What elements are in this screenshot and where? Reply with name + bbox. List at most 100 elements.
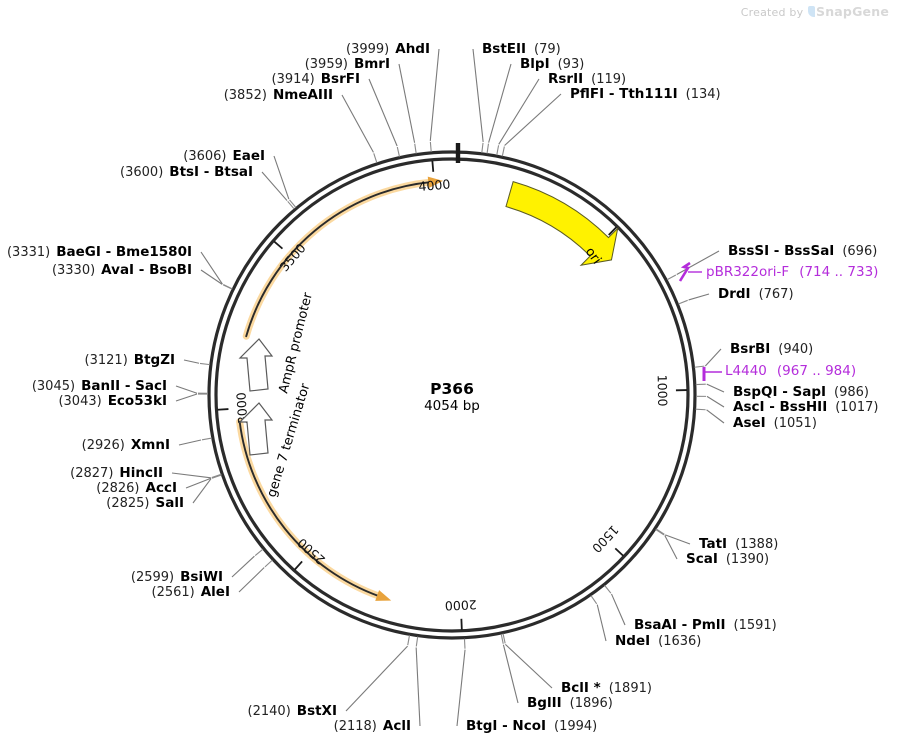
enzyme-label[interactable]: (3914) BsrFI — [272, 71, 360, 87]
enzyme-label[interactable]: (2826) AccI — [96, 480, 177, 496]
cut-site-tick — [502, 633, 506, 644]
svg-text:(3852)NmeAIII: (3852) NmeAIII — [224, 87, 333, 103]
svg-text:ScaI(1390): ScaI (1390) — [686, 551, 769, 567]
enzyme-label[interactable]: BssSI - BssSaI (696) — [728, 243, 877, 259]
ruler-tick — [294, 560, 303, 571]
feature-label-gene7-terminator: gene 7 terminator — [264, 381, 313, 499]
enzyme-name: BstEII — [482, 41, 526, 57]
enzyme-label[interactable]: (3959) BmrI — [305, 56, 390, 72]
svg-text:AseI(1051): AseI (1051) — [733, 415, 817, 431]
enzyme-label[interactable]: (3121) BtgZI — [85, 352, 175, 368]
leader-line — [706, 395, 725, 408]
enzyme-label[interactable]: (3330) AvaI - BsoBI — [52, 262, 192, 278]
feature-gene7-terminator[interactable]: gene 7 terminator — [238, 381, 314, 499]
leader-line — [504, 643, 553, 689]
enzyme-label[interactable]: BspQI - SapI (986) — [733, 384, 869, 400]
snapgene-logo-icon — [808, 6, 815, 17]
enzyme-label[interactable]: (2140) BstXI — [248, 703, 337, 719]
enzyme-label[interactable]: AseI (1051) — [733, 415, 817, 431]
enzyme-name: BsrBI — [730, 341, 770, 357]
leader-line — [238, 567, 265, 593]
enzyme-label[interactable]: BtgI - NcoI (1994) — [466, 718, 597, 734]
enzyme-label[interactable]: TatI (1388) — [699, 536, 778, 552]
enzyme-label[interactable]: AscI - BssHII (1017) — [733, 399, 878, 415]
enzyme-name: EaeI — [232, 148, 265, 164]
enzyme-label[interactable]: (2561) AleI — [152, 584, 231, 600]
svg-text:BglII(1896): BglII (1896) — [527, 695, 613, 711]
leader-line — [415, 647, 421, 727]
snapgene-watermark: Created by SnapGene — [741, 4, 889, 19]
ruler-tick-label: 1000 — [655, 375, 671, 407]
cut-site-tick — [222, 284, 233, 290]
enzyme-label[interactable]: (2599) BsiWI — [131, 569, 223, 585]
enzyme-label[interactable]: PflFI - Tth111I (134) — [570, 86, 721, 102]
leader-line — [665, 534, 691, 545]
enzyme-label[interactable]: (3852) NmeAIII — [224, 87, 333, 103]
svg-text:BsaAI - PmlI(1591): BsaAI - PmlI (1591) — [634, 617, 777, 633]
enzyme-name: AseI — [733, 415, 766, 431]
enzyme-name: BsaAI - PmlI — [634, 617, 726, 633]
svg-text:RsrII(119): RsrII (119) — [548, 71, 626, 87]
ruler-tick-label: 3500 — [277, 240, 309, 274]
enzyme-label[interactable]: (3043) Eco53kI — [58, 393, 167, 409]
leader-line — [175, 385, 198, 394]
primer-label[interactable]: pBR322ori-F (714 .. 733) — [706, 264, 878, 280]
svg-text:DrdI(767): DrdI (767) — [718, 286, 794, 302]
enzyme-label[interactable]: BglII (1896) — [527, 695, 613, 711]
primer-label[interactable]: L4440 (967 .. 984) — [725, 363, 856, 379]
enzyme-label[interactable]: (3999) AhdI — [346, 41, 430, 57]
enzyme-name: PflFI - Tth111I — [570, 86, 678, 102]
leader-line — [261, 171, 288, 201]
enzyme-label[interactable]: (3600) BtsI - BtsaI — [120, 164, 253, 180]
ruler-ticks-group — [217, 160, 687, 630]
enzyme-name: BtgI - NcoI — [466, 718, 546, 734]
enzyme-label[interactable]: (2118) AclI — [334, 718, 411, 734]
leader-line — [341, 94, 374, 153]
primer-marker-pbr322ori-f[interactable] — [678, 261, 702, 282]
feature-ori[interactable]: ori — [505, 180, 619, 268]
enzyme-label[interactable]: DrdI (767) — [718, 286, 794, 302]
cut-site-tick — [590, 595, 598, 605]
svg-text:(2561)AleI: (2561) AleI — [152, 584, 231, 600]
enzyme-label[interactable]: (2827) HincII — [70, 465, 163, 481]
leader-line — [502, 644, 519, 704]
cut-site-tick — [500, 633, 504, 644]
enzyme-label[interactable]: (2825) SalI — [106, 495, 184, 511]
enzyme-name: BtsI - BtsaI — [169, 164, 253, 180]
enzyme-position: (2561) — [152, 585, 195, 600]
enzyme-label[interactable]: BsaAI - PmlI (1591) — [634, 617, 777, 633]
leader-lines-group — [171, 48, 725, 727]
enzyme-name: Eco53kI — [108, 393, 167, 409]
svg-text:(3331)BaeGI - Bme1580I: (3331) BaeGI - Bme1580I — [7, 244, 192, 260]
svg-text:(3121)BtgZI: (3121) BtgZI — [85, 352, 175, 368]
enzyme-label[interactable]: (2926) XmnI — [82, 437, 170, 453]
enzyme-label[interactable]: BsrBI (940) — [730, 341, 813, 357]
orange-arc-line[interactable] — [245, 181, 432, 338]
enzyme-label[interactable]: (3045) BanII - SacI — [32, 378, 167, 394]
leader-line — [676, 250, 720, 276]
cut-site-tick — [481, 142, 484, 153]
orange-arc-line[interactable] — [238, 420, 381, 598]
primer-marker-l4440[interactable] — [702, 367, 722, 381]
leader-line — [488, 63, 512, 143]
enzyme-label[interactable]: (3606) EaeI — [183, 148, 265, 164]
feature-ampr-promoter[interactable]: AmpR promoter — [238, 290, 316, 395]
enzyme-name: BspQI - SapI — [733, 384, 826, 400]
enzyme-label[interactable]: BlpI (93) — [520, 56, 584, 72]
svg-text:L4440(967 .. 984): L4440 (967 .. 984) — [725, 363, 856, 379]
enzyme-position: (1994) — [554, 719, 597, 734]
enzyme-name: BaeGI - Bme1580I — [56, 244, 192, 260]
enzyme-labels-group: BstEII (79)BlpI (93)RsrII (119)PflFI - Tth1… — [7, 41, 878, 734]
cut-site-tick — [254, 548, 264, 556]
primer-name: L4440 — [725, 363, 767, 379]
enzyme-label[interactable]: NdeI (1636) — [615, 633, 701, 649]
enzyme-label[interactable]: ScaI (1390) — [686, 551, 769, 567]
enzyme-label[interactable]: BstEII (79) — [482, 41, 561, 57]
enzyme-label[interactable]: RsrII (119) — [548, 71, 626, 87]
cut-site-tick — [501, 146, 505, 157]
svg-text:BtgI - NcoI(1994): BtgI - NcoI (1994) — [466, 718, 597, 734]
svg-text:(2118)AclI: (2118) AclI — [334, 718, 411, 734]
enzyme-position: (2825) — [106, 496, 149, 511]
enzyme-label[interactable]: BclI * (1891) — [561, 680, 652, 696]
enzyme-label[interactable]: (3331) BaeGI - Bme1580I — [7, 244, 192, 260]
